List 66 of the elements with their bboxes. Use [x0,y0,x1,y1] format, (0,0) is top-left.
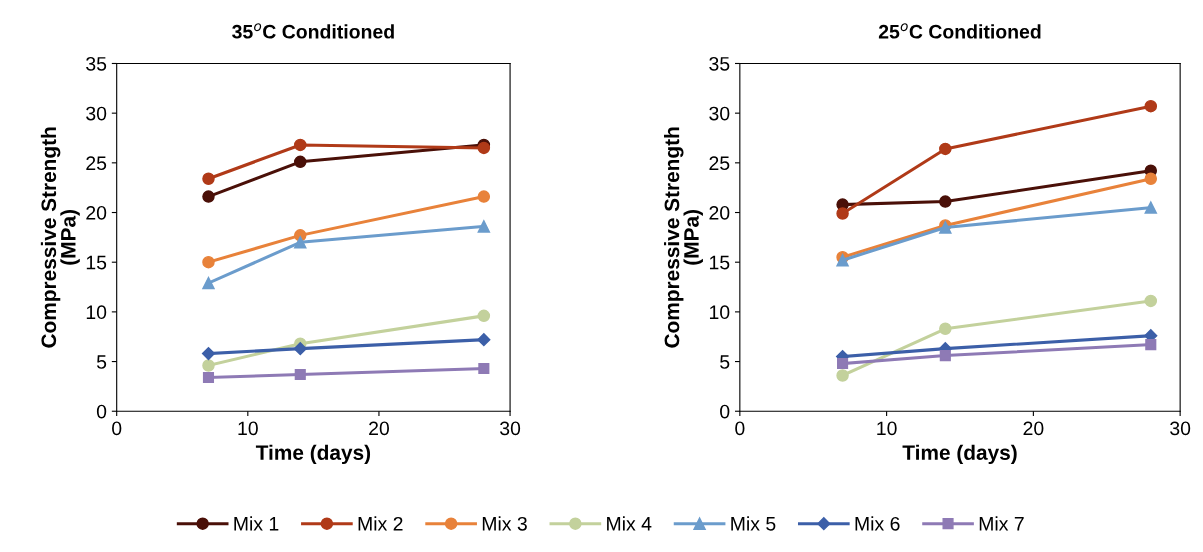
point [202,359,215,372]
point [836,369,849,382]
point [939,350,951,362]
point [477,190,491,203]
legend-label: Mix 2 [358,516,403,531]
y-tick-label: 30 [86,106,107,121]
x-tick-label: 30 [500,421,521,436]
point [939,195,952,208]
point [294,138,307,152]
point [202,190,215,203]
x-tick-label: 0 [735,421,745,436]
x-tick-label: 10 [238,421,258,436]
point [939,322,952,336]
x-tick-label: 30 [1170,421,1191,436]
point [294,155,307,169]
y-tick-label: 20 [709,205,730,220]
point [294,236,307,249]
x-axis-title: Time (days) [902,444,1017,465]
point [202,371,215,384]
y-tick-label: 10 [709,305,730,320]
chart-title: 25$^{o}$C Conditioned [878,23,1041,39]
point [1144,294,1158,308]
point [477,309,491,323]
y-tick-label: 10 [86,305,107,320]
point [202,172,215,185]
y-tick-label: 20 [86,205,107,220]
x-tick-label: 10 [877,421,897,436]
y-tick-label: 5 [96,355,107,369]
y-tick-label: 35 [709,56,730,71]
point [202,276,215,290]
y-tick-label: 0 [96,404,107,419]
legend-label: Mix 6 [855,516,900,531]
point [201,347,216,361]
point [294,368,306,381]
y-axis-title: Compressive Strength (MPa) [40,127,80,348]
y-axis-title: Compressive Strength (MPa) [664,127,703,348]
point [477,333,491,347]
legend-label: Mix 5 [731,516,776,531]
chart-title: 35$^{o}$C Conditioned [232,23,394,39]
point [1144,201,1158,214]
y-tick-label: 0 [720,404,730,419]
x-axis-title: Time (days) [255,444,371,465]
point [1145,339,1157,351]
point [837,357,849,370]
legend-label: Mix 1 [234,516,279,531]
point [478,362,490,375]
y-tick-label: 25 [86,156,107,171]
point [836,207,849,220]
legend-label: Mix 3 [482,516,527,531]
point [939,142,952,156]
legend-label: Mix 4 [607,516,652,531]
point [293,342,307,356]
x-tick-label: 0 [112,421,122,436]
y-tick-label: 5 [720,355,730,369]
y-tick-label: 25 [709,156,730,171]
point [202,255,215,269]
point [1144,172,1158,185]
point [477,220,491,233]
x-tick-label: 20 [369,421,389,436]
y-tick-label: 15 [709,255,730,270]
y-tick-label: 15 [86,255,107,270]
point [1144,99,1158,113]
y-tick-label: 35 [86,56,107,71]
y-tick-label: 30 [709,106,730,121]
x-tick-label: 20 [1023,421,1044,436]
legend-label: Mix 7 [979,516,1024,531]
